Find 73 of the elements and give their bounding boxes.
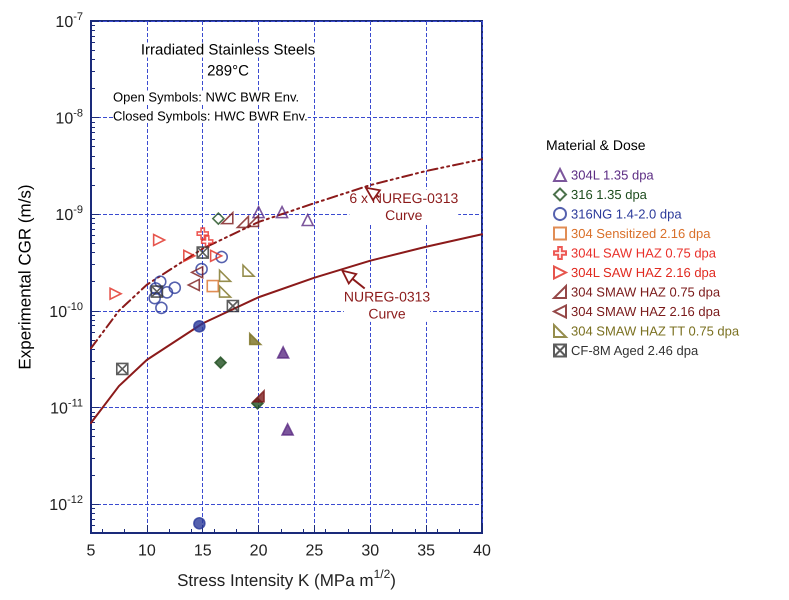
y-tick-label: 10$^{-10}$ <box>49 300 83 321</box>
x-tick-label: 5 <box>86 542 96 560</box>
point <box>187 278 200 292</box>
point <box>226 300 240 312</box>
point <box>154 275 167 288</box>
point <box>218 270 232 282</box>
point <box>246 214 260 228</box>
point <box>183 250 196 262</box>
point <box>248 332 262 346</box>
legend-label: CF-8M Aged 2.46 dpa <box>571 343 699 358</box>
point <box>276 206 288 218</box>
point <box>109 287 122 300</box>
legend-title: Material & Dose <box>546 137 646 153</box>
point <box>116 362 129 376</box>
point <box>236 216 250 228</box>
point <box>196 246 210 259</box>
point <box>212 212 225 225</box>
x-tick-label: 30 <box>361 542 380 560</box>
point <box>160 286 174 299</box>
legend-label: 304 SMAW HAZ 0.75 dpa <box>571 284 721 300</box>
point <box>200 235 214 248</box>
point <box>152 234 166 246</box>
annotation: Closed Symbols: HWC BWR Env. <box>113 108 308 124</box>
point <box>193 517 206 530</box>
line-series <box>90 233 483 424</box>
point <box>155 302 168 314</box>
point <box>215 250 228 264</box>
annotation: Open Symbols: NWC BWR Env. <box>113 90 300 104</box>
series-label: 6 x NUREG-0313 Curve <box>349 190 458 224</box>
point <box>210 250 222 262</box>
point <box>190 266 204 279</box>
legend-label: 316 1.35 dpa <box>571 187 648 202</box>
point <box>220 212 234 224</box>
x-tick-label: 10 <box>138 542 156 560</box>
point <box>252 390 265 403</box>
y-tick-label: 10$^{-12}$ <box>49 494 83 514</box>
point <box>150 285 164 298</box>
annotation: Irradiated Stainless Steels <box>140 42 316 58</box>
x-tick-label: 25 <box>306 542 324 560</box>
line-series <box>90 158 483 350</box>
y-tick-label: 10$^{-7}$ <box>55 10 83 32</box>
y-tick-label: 10$^{-8}$ <box>55 107 83 128</box>
x-axis-title: Stress Intensity K (MPa m$^{1/2}$) <box>177 567 396 590</box>
x-tick-label: 20 <box>250 542 268 560</box>
x-tick-label: 35 <box>417 542 436 560</box>
x-tick-label: 40 <box>473 542 491 560</box>
y-axis-title: Experimental CGR (m/s) <box>16 184 34 370</box>
point <box>196 227 210 240</box>
y-tick-label: 10$^{-9}$ <box>55 204 83 224</box>
point <box>214 356 227 369</box>
legend-label: 304 SMAW HAZ TT 0.75 dpa <box>571 324 740 338</box>
point <box>252 206 265 218</box>
legend-label: 316NG 1.4-2.0 dpa <box>571 206 682 222</box>
point <box>150 282 162 295</box>
legend-label: 304L 1.35 dpa <box>571 168 654 182</box>
y-tick-label: 10$^{-11}$ <box>50 397 83 418</box>
legend-label: 304 SMAW HAZ 2.16 dpa <box>571 304 721 319</box>
legend-label: 304L SAW HAZ 2.16 dpa <box>571 265 717 280</box>
series-label: NUREG-0313 Curve <box>344 288 430 322</box>
point <box>148 292 161 304</box>
point <box>218 285 232 298</box>
point <box>193 320 206 333</box>
annotation: 289°C <box>207 62 250 80</box>
point <box>301 214 314 226</box>
x-tick-label: 15 <box>194 542 212 560</box>
point <box>276 346 290 359</box>
point <box>242 264 255 277</box>
legend-label: 304 Sensitized 2.16 dpa <box>571 226 712 241</box>
legend-label: 304L SAW HAZ 0.75 dpa <box>571 246 717 260</box>
point <box>168 281 182 294</box>
point <box>206 280 220 292</box>
point <box>195 262 208 276</box>
point <box>281 423 294 436</box>
